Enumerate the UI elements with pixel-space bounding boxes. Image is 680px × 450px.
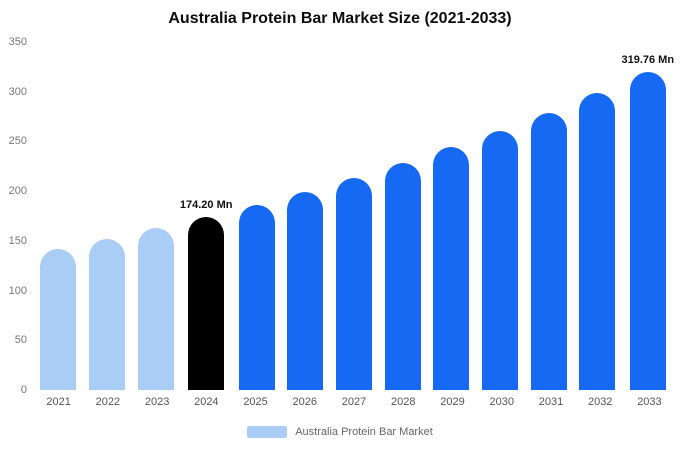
bar-slot	[524, 42, 573, 390]
bar-2025	[238, 205, 275, 390]
bar-slot: 174.20 Mn	[179, 42, 233, 390]
x-tick-label: 2023	[144, 396, 170, 408]
bar-slot	[427, 42, 476, 390]
bar-slot	[378, 42, 427, 390]
y-tick-label: 150	[8, 234, 27, 247]
bar-slot	[131, 42, 180, 390]
x-tick-label: 2031	[538, 396, 564, 408]
bar-value-label: 319.76 Mn	[621, 54, 675, 67]
bar-2032	[579, 92, 616, 390]
x-axis: 2021 2022 2023 2024 2025 2026 2027 2028 2029 2030…	[34, 396, 674, 408]
y-tick-label: 250	[8, 135, 27, 148]
legend-swatch	[247, 426, 288, 438]
x-tick-label: 2024	[194, 396, 219, 408]
bar-2033	[629, 72, 666, 390]
legend: Australia Protein Bar Market	[0, 426, 680, 438]
bar-2029	[433, 147, 470, 390]
bar-slot	[34, 42, 83, 390]
x-tick-label: 2029	[440, 396, 465, 408]
x-tick-label: 2021	[46, 396, 71, 408]
y-tick-label: 300	[8, 85, 27, 98]
bar-2026	[287, 192, 324, 390]
bar-slot	[573, 42, 622, 390]
bar-2031	[530, 112, 567, 390]
x-tick-label: 2033	[637, 396, 662, 408]
bar-2022	[88, 238, 125, 390]
bar-2024	[188, 216, 225, 390]
bar-slot	[232, 42, 281, 390]
y-tick-label: 0	[20, 384, 27, 396]
y-tick-label: 50	[14, 334, 27, 347]
legend-label: Australia Protein Bar Market	[295, 426, 433, 438]
bar-2023	[137, 227, 174, 390]
x-tick-label: 2030	[489, 396, 514, 408]
bar-slot	[330, 42, 379, 390]
bar-2021	[40, 248, 77, 390]
bar-2027	[336, 178, 373, 390]
x-tick-label: 2022	[95, 396, 121, 408]
chart-title: Australia Protein Bar Market Size (2021-…	[168, 10, 512, 27]
bar-slot: 319.76 Mn	[621, 42, 674, 390]
x-tick-label: 2025	[243, 396, 268, 408]
bar-value-label: 174.20 Mn	[179, 198, 233, 211]
x-tick-label: 2026	[292, 396, 318, 408]
bar-2030	[481, 130, 518, 390]
bar-slot	[281, 42, 330, 390]
bar-slot	[83, 42, 132, 390]
plot-area: 174.20 Mn 319.76 Mn	[34, 42, 674, 390]
y-tick-label: 100	[8, 284, 27, 297]
y-tick-label: 200	[8, 185, 27, 198]
x-tick-label: 2028	[391, 396, 416, 408]
y-tick-label: 350	[8, 36, 27, 48]
x-tick-label: 2032	[587, 396, 613, 408]
bar-2028	[384, 163, 421, 390]
x-tick-label: 2027	[341, 396, 367, 408]
y-axis: 0 50 100 150 200 250 300 350	[0, 36, 30, 396]
bar-slot	[476, 42, 525, 390]
